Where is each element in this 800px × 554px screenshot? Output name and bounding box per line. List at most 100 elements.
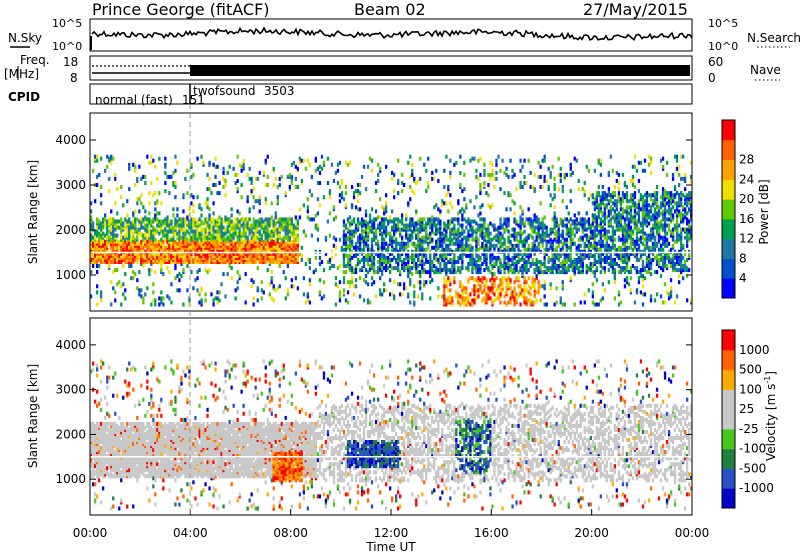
range-gate-cell [124,245,127,250]
range-gate-cell [264,201,267,206]
range-gate-cell [158,239,161,244]
range-gate-cell [601,266,604,271]
range-gate-cell [284,260,287,264]
range-gate-cell [368,225,372,230]
range-gate-cell [218,215,221,220]
range-gate-cell [156,241,159,246]
range-gate-cell [192,195,195,200]
range-gate-cell [491,223,494,228]
range-gate-cell [609,264,612,268]
range-gate-cell [342,233,346,238]
range-gate-cell [272,219,275,224]
range-gate-cell [519,168,522,173]
range-gate-cell [453,235,456,240]
range-gate-cell [202,227,205,232]
range-gate-cell [288,187,291,192]
range-gate-cell [429,217,432,222]
range-gate-cell [605,243,608,248]
range-gate-cell [240,251,243,256]
range-gate-cell [234,296,237,301]
range-gate-cell [451,260,454,264]
range-gate-cell [362,247,366,252]
range-gate-cell [220,282,223,287]
range-gate-cell [270,215,273,220]
range-gate-cell [96,260,99,264]
range-gate-cell [393,294,396,299]
range-gate-cell [276,199,279,204]
range-gate-cell [234,288,237,293]
range-gate-cell [308,189,311,194]
range-gate-cell [473,288,476,293]
range-gate-cell [246,225,249,230]
range-gate-cell [160,237,163,242]
range-gate-cell [206,187,209,192]
range-gate-cell [218,260,221,264]
range-gate-cell [230,241,233,246]
range-gate-cell [619,213,623,218]
range-gate-cell [232,239,235,244]
range-gate-cell [473,278,476,283]
range-gate-cell [124,237,127,242]
range-gate-cell [370,237,374,242]
range-gate-cell [557,223,560,228]
range-gate-cell [248,217,251,222]
range-gate-cell [591,229,594,234]
range-gate-cell [421,225,424,230]
range-gate-cell [461,266,464,271]
range-gate-cell [252,253,255,258]
range-gate-cell [613,237,616,242]
range-gate-cell [613,219,616,224]
range-gate-cell [607,201,610,206]
range-gate-cell [555,268,558,273]
range-gate-cell [475,174,478,179]
range-gate-cell [166,215,169,220]
range-gate-cell [513,262,516,266]
range-gate-cell [252,219,255,224]
range-gate-cell [473,156,476,161]
range-gate-cell [489,278,492,283]
range-gate-cell [98,239,101,244]
range-gate-cell [539,298,542,303]
range-gate-cell [182,302,185,307]
range-gate-cell [377,266,380,271]
range-gate-cell [439,219,442,224]
range-gate-cell [591,262,594,266]
range-gate-cell [397,266,400,271]
range-gate-cell [296,237,299,242]
range-gate-cell [615,207,618,212]
range-gate-cell [278,235,281,240]
range-gate-cell [344,270,348,275]
range-gate-cell [286,243,289,248]
range-gate-cell [529,262,532,266]
range-gate-cell [389,292,392,297]
range-gate-cell [501,233,504,238]
range-gate-cell [599,209,602,214]
range-gate-cell [100,260,103,264]
range-gate-cell [613,262,616,266]
range-gate-cell [419,251,422,256]
range-gate-cell [366,270,370,275]
range-gate-cell [186,237,189,242]
range-gate-cell [535,274,538,279]
range-gate-cell [549,266,552,271]
range-gate-cell [533,217,536,222]
range-gate-cell [519,215,522,220]
range-gate-cell [519,239,522,244]
range-gate-cell [260,225,263,230]
range-gate-cell [563,223,566,228]
range-gate-cell [216,219,219,224]
range-gate-cell [342,280,346,285]
range-gate-cell [190,270,193,275]
range-gate-cell [248,243,251,248]
range-gate-cell [174,217,177,222]
range-gate-cell [154,298,157,303]
range-gate-cell [379,221,382,226]
range-gate-cell [421,260,424,264]
range-gate-cell [419,282,422,287]
range-gate-cell [443,288,446,293]
range-gate-cell [383,225,386,230]
range-gate-cell [102,235,105,240]
range-gate-cell [379,292,382,297]
range-gate-cell [250,176,253,181]
range-gate-cell [158,241,161,246]
